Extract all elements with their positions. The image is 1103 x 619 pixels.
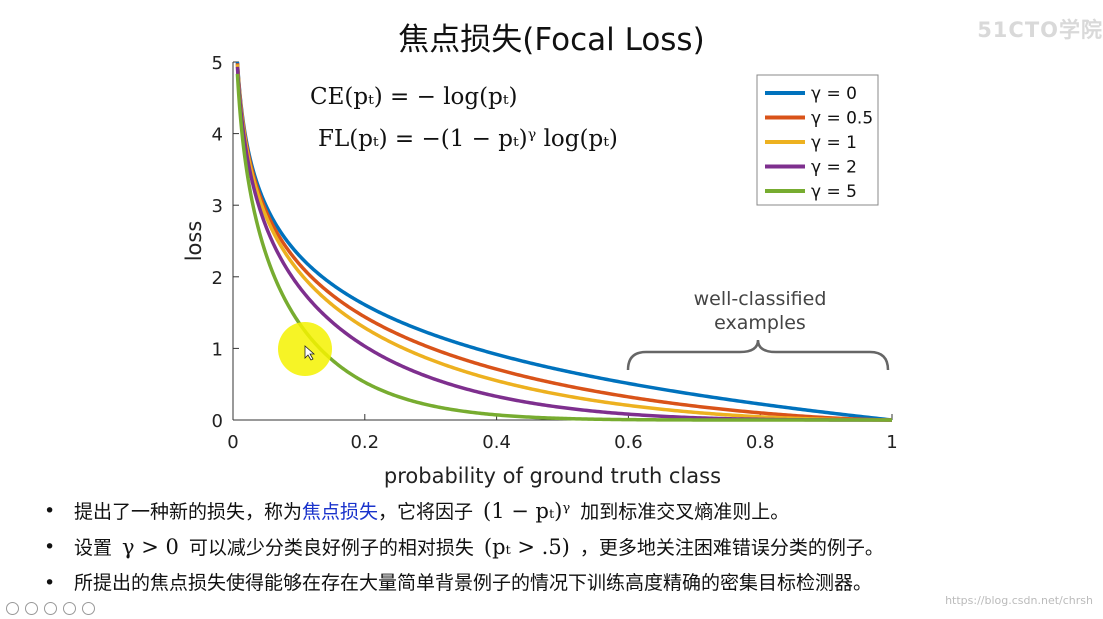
series-line <box>235 62 893 422</box>
cursor-icon <box>304 345 316 361</box>
slide-title: 焦点损失(Focal Loss) <box>398 22 705 58</box>
series-line <box>235 72 892 422</box>
bullet-item: • 设置 γ > 0 可以减少分类良好例子的相对损失 (pₜ > .5) ，更多地关注困… <box>44 532 1094 568</box>
y-tick-label: 2 <box>212 268 223 289</box>
bullet-text: 加到标准交叉熵准则上。 <box>580 501 790 523</box>
x-tick-label: 1 <box>886 432 897 453</box>
bullet-text: 可以减少分类良好例子的相对损失 <box>188 537 474 559</box>
source-credit: https://blog.csdn.net/chrsh <box>945 594 1093 607</box>
annotation-line1: well-classified <box>694 288 827 310</box>
y-tick-label: 3 <box>212 196 223 217</box>
bullet-list: • 提出了一种新的损失，称为焦点损失，它将因子 (1 − pₜ)ᵞ 加到标准交叉熵准… <box>44 496 1094 604</box>
bullet-math: (pₜ > .5) <box>483 535 570 559</box>
formula-ce: CE(pₜ) = − log(pₜ) <box>310 84 517 110</box>
play-control-icon[interactable] <box>25 602 38 615</box>
bullet-highlight: 焦点损失 <box>302 501 379 523</box>
x-tick-label: 0.8 <box>746 432 775 453</box>
next-control-icon[interactable] <box>44 602 57 615</box>
annotation-line2: examples <box>714 312 806 334</box>
legend-label: γ = 0 <box>811 84 857 104</box>
x-tick-label: 0.2 <box>350 432 379 453</box>
bullet-dot: • <box>44 572 56 594</box>
series-line <box>235 63 892 422</box>
series-line <box>235 60 893 422</box>
bullet-item: • 提出了一种新的损失，称为焦点损失，它将因子 (1 − pₜ)ᵞ 加到标准交叉熵准… <box>44 496 1094 532</box>
bullet-dot: • <box>44 536 56 558</box>
bullet-math: (1 − pₜ)ᵞ <box>483 499 571 523</box>
y-axis-label: loss <box>182 221 206 262</box>
legend-label: γ = 1 <box>811 133 857 153</box>
bullet-text: 设置 <box>74 537 113 559</box>
player-controls <box>0 600 140 615</box>
y-tick-label: 1 <box>212 339 223 360</box>
x-tick-label: 0.4 <box>482 432 511 453</box>
bullet-text: 提出了一种新的损失，称为 <box>74 501 303 523</box>
bullet-math: γ > 0 <box>122 535 179 559</box>
edit-control-icon[interactable] <box>63 602 76 615</box>
x-tick-label: 0.6 <box>614 432 643 453</box>
legend-label: γ = 2 <box>811 158 857 178</box>
annotation-brace <box>626 339 890 371</box>
x-axis-label: probability of ground truth class <box>384 464 721 488</box>
x-tick-label: 0 <box>227 432 238 453</box>
formula-fl: FL(pₜ) = −(1 − pₜ)ᵞ log(pₜ) <box>318 126 618 152</box>
bullet-dot: • <box>44 500 56 522</box>
focal-loss-chart: 0 0.2 0.4 0.6 0.8 1 0 1 2 3 4 5 probability of groun… <box>182 53 898 488</box>
y-tick-label: 0 <box>212 411 223 432</box>
bullet-item: • 所提出的焦点损失使得能够在存在大量简单背景例子的情况下训练高度精确的密集目标… <box>44 568 1094 604</box>
y-tick-label: 5 <box>212 53 223 74</box>
legend-label: γ = 5 <box>811 182 857 202</box>
watermark: 51CTO学院 <box>977 18 1103 42</box>
y-tick-label: 4 <box>212 125 223 146</box>
zoom-control-icon[interactable] <box>82 602 95 615</box>
legend-label: γ = 0.5 <box>811 109 873 129</box>
bullet-text: ，更多地关注困难错误分类的例子。 <box>579 537 884 559</box>
bullet-text: ，它将因子 <box>378 501 474 523</box>
bullet-text: 所提出的焦点损失使得能够在存在大量简单背景例子的情况下训练高度精确的密集目标检测… <box>74 572 873 594</box>
prev-control-icon[interactable] <box>6 602 19 615</box>
